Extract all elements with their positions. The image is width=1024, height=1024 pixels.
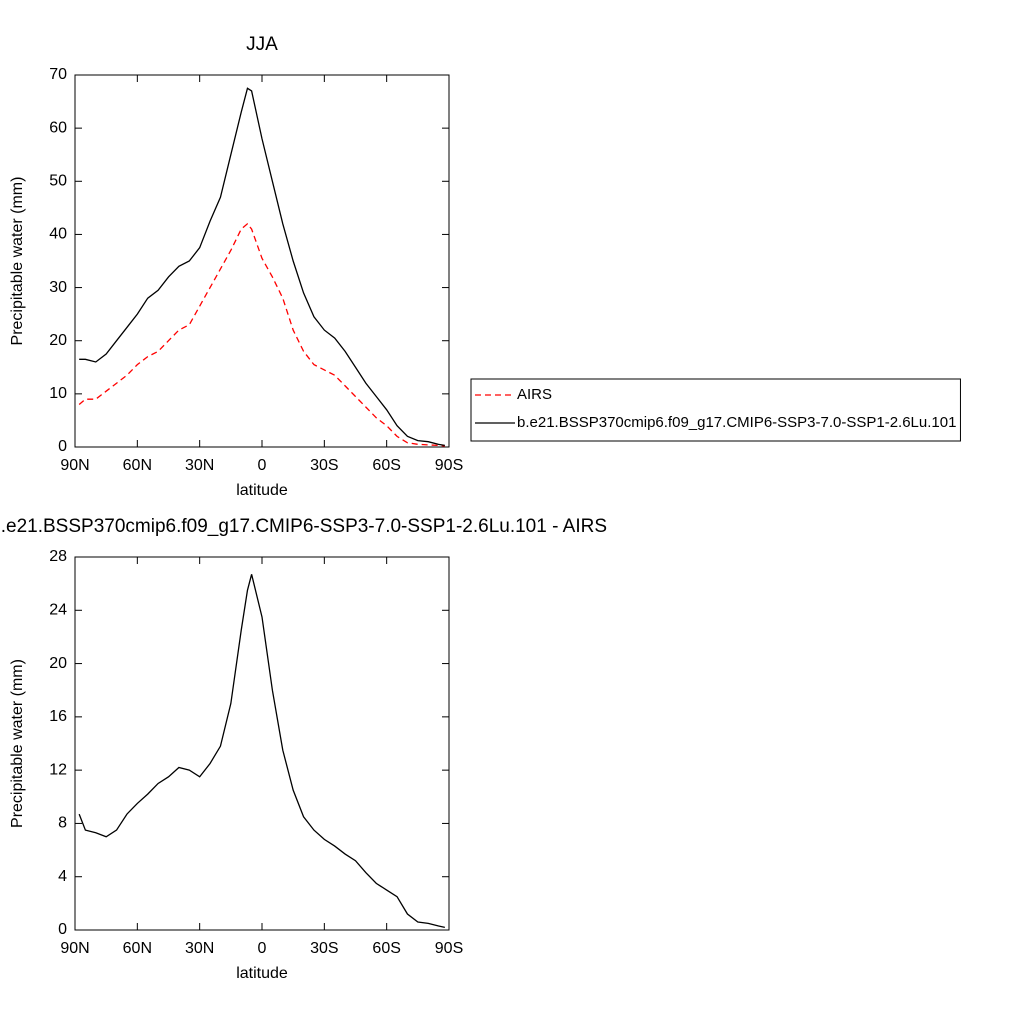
chart-title: JJA bbox=[246, 34, 278, 55]
legend-box bbox=[470, 378, 961, 442]
x-tick-label: 90N bbox=[60, 940, 89, 957]
y-tick-label: 20 bbox=[49, 655, 67, 672]
x-tick-label: 30S bbox=[310, 457, 338, 474]
y-tick-label: 30 bbox=[49, 279, 67, 296]
series-line bbox=[78, 574, 445, 928]
y-tick-label: 60 bbox=[49, 119, 67, 136]
y-tick-label: 10 bbox=[49, 385, 67, 402]
y-axis-label: Precipitable water (mm) bbox=[9, 659, 26, 828]
legend-label: b.e21.BSSP370cmip6.f09_g17.CMIP6-SSP3-7.… bbox=[517, 414, 956, 431]
x-tick-label: 60S bbox=[372, 457, 400, 474]
legend-label: AIRS bbox=[517, 386, 552, 403]
y-tick-label: 0 bbox=[58, 438, 67, 455]
y-tick-label: 70 bbox=[49, 66, 67, 83]
x-tick-label: 90N bbox=[60, 457, 89, 474]
x-axis-label: latitude bbox=[236, 965, 288, 982]
x-tick-label: 30S bbox=[310, 940, 338, 957]
y-tick-label: 50 bbox=[49, 173, 67, 190]
chart-title: b.e21.BSSP370cmip6.f09_g17.CMIP6-SSP3-7.… bbox=[0, 516, 607, 537]
series-line bbox=[78, 222, 445, 447]
y-tick-label: 8 bbox=[58, 815, 67, 832]
panel: b.e21.BSSP370cmip6.f09_g17.CMIP6-SSP3-7.… bbox=[0, 516, 607, 982]
plot-frame bbox=[74, 74, 450, 448]
legend: AIRS b.e21.BSSP370cmip6.f09_g17.CMIP6-SSP… bbox=[470, 378, 961, 442]
y-tick-label: 0 bbox=[58, 921, 67, 938]
x-tick-label: 0 bbox=[258, 940, 267, 957]
x-tick-label: 0 bbox=[258, 457, 267, 474]
x-tick-label: 90S bbox=[435, 457, 463, 474]
y-tick-label: 4 bbox=[58, 868, 67, 885]
series-line bbox=[79, 87, 445, 447]
x-tick-label: 60S bbox=[372, 940, 400, 957]
x-tick-label: 60N bbox=[123, 457, 152, 474]
y-tick-label: 40 bbox=[49, 226, 67, 243]
x-tick-label: 30N bbox=[185, 457, 214, 474]
y-tick-label: 28 bbox=[49, 548, 67, 565]
plot-frame bbox=[74, 556, 450, 931]
y-tick-label: 12 bbox=[49, 761, 67, 778]
x-tick-label: 30N bbox=[185, 940, 214, 957]
x-tick-label: 90S bbox=[435, 940, 463, 957]
y-axis-label: Precipitable water (mm) bbox=[9, 177, 26, 346]
panel: JJA 0 10 20 30 40 50 60 70 90N 60N 30N 0 30S 60S 90S lat… bbox=[9, 34, 961, 499]
y-tick-label: 20 bbox=[49, 332, 67, 349]
x-tick-label: 60N bbox=[123, 940, 152, 957]
x-axis-label: latitude bbox=[236, 482, 288, 499]
y-tick-label: 24 bbox=[49, 602, 67, 619]
y-tick-label: 16 bbox=[49, 708, 67, 725]
